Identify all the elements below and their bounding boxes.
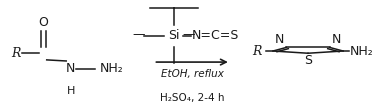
Text: O: O bbox=[38, 16, 48, 29]
Text: EtOH, reflux: EtOH, reflux bbox=[161, 69, 223, 79]
Text: S: S bbox=[304, 54, 312, 67]
Text: H₂SO₄, 2-4 h: H₂SO₄, 2-4 h bbox=[160, 93, 224, 103]
Text: Si: Si bbox=[168, 29, 180, 42]
Text: —: — bbox=[132, 28, 145, 41]
Text: NH₂: NH₂ bbox=[350, 45, 373, 57]
Text: N: N bbox=[275, 33, 285, 46]
Text: H: H bbox=[67, 86, 75, 96]
Text: N=C=S: N=C=S bbox=[191, 29, 239, 42]
Text: NH₂: NH₂ bbox=[100, 62, 124, 75]
Text: R: R bbox=[253, 45, 262, 57]
Text: N: N bbox=[332, 33, 341, 46]
Text: —: — bbox=[183, 28, 195, 41]
Text: N: N bbox=[66, 62, 75, 75]
Text: R: R bbox=[11, 47, 20, 60]
